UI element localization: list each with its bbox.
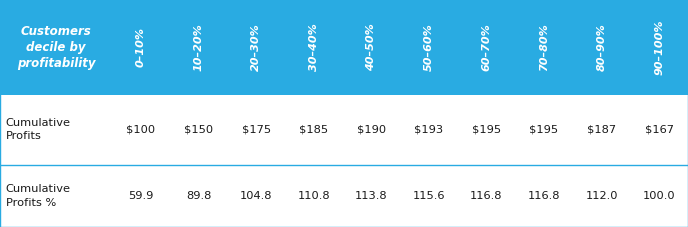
- Text: $167: $167: [645, 125, 674, 135]
- Text: 40–50%: 40–50%: [366, 24, 376, 71]
- Text: 0–10%: 0–10%: [136, 27, 146, 67]
- Text: 70–80%: 70–80%: [539, 24, 549, 71]
- Text: $100: $100: [127, 125, 155, 135]
- Text: $185: $185: [299, 125, 328, 135]
- Text: 104.8: 104.8: [240, 191, 272, 201]
- Text: 59.9: 59.9: [128, 191, 153, 201]
- Text: 50–60%: 50–60%: [424, 24, 434, 71]
- Text: $193: $193: [414, 125, 444, 135]
- Text: 90–100%: 90–100%: [654, 20, 664, 75]
- Text: $175: $175: [241, 125, 270, 135]
- Text: 20–30%: 20–30%: [251, 24, 261, 71]
- Bar: [0, 0, 688, 95]
- Text: 100.0: 100.0: [643, 191, 676, 201]
- Bar: [0, 95, 688, 227]
- Text: Cumulative
Profits %: Cumulative Profits %: [6, 184, 70, 207]
- Text: 30–40%: 30–40%: [309, 24, 319, 71]
- Text: $187: $187: [587, 125, 616, 135]
- Text: $150: $150: [184, 125, 213, 135]
- Text: 116.8: 116.8: [470, 191, 503, 201]
- Text: 116.8: 116.8: [528, 191, 560, 201]
- Text: 113.8: 113.8: [355, 191, 387, 201]
- Text: 10–20%: 10–20%: [193, 24, 204, 71]
- Text: Cumulative
Profits: Cumulative Profits: [6, 118, 70, 141]
- Text: 80–90%: 80–90%: [596, 24, 607, 71]
- Text: 89.8: 89.8: [186, 191, 211, 201]
- Text: $195: $195: [530, 125, 559, 135]
- Text: 115.6: 115.6: [413, 191, 445, 201]
- Text: $190: $190: [356, 125, 386, 135]
- Text: 60–70%: 60–70%: [482, 24, 491, 71]
- Text: 110.8: 110.8: [297, 191, 330, 201]
- Text: 112.0: 112.0: [585, 191, 618, 201]
- Text: Customers
decile by
profitability: Customers decile by profitability: [17, 25, 96, 70]
- Text: $195: $195: [472, 125, 501, 135]
